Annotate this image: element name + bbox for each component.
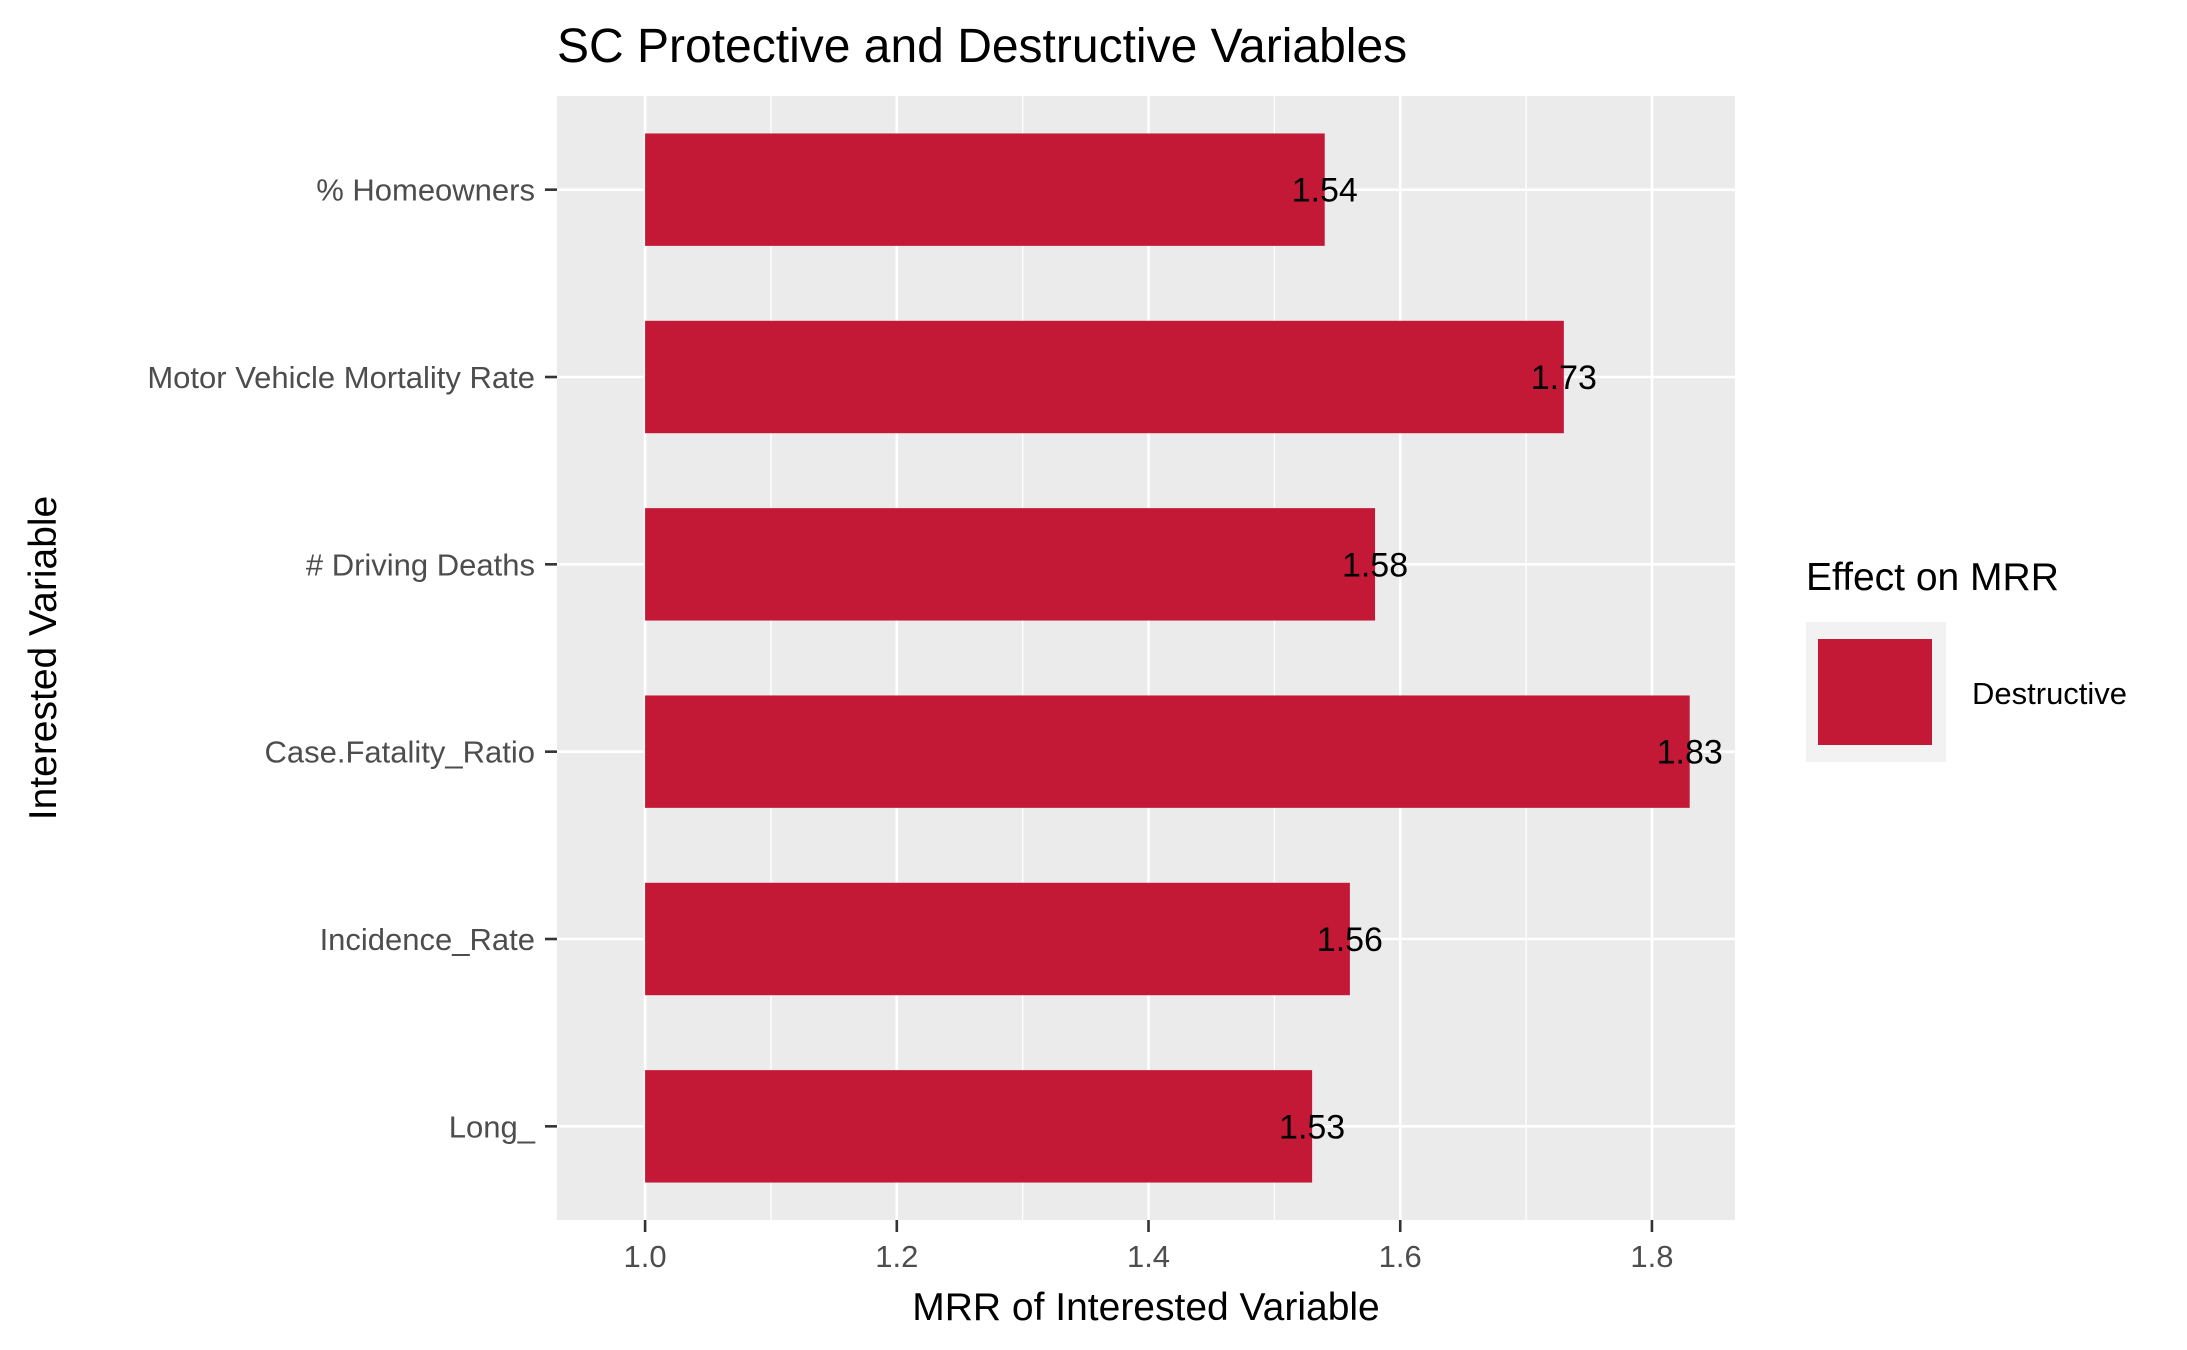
y-tick-label: Motor Vehicle Mortality Rate xyxy=(147,360,535,395)
y-tick-label: # Driving Deaths xyxy=(306,547,535,582)
data-label: 1.73 xyxy=(1531,359,1597,397)
x-tick-label: 1.2 xyxy=(875,1239,918,1274)
x-axis-title: MRR of Interested Variable xyxy=(912,1286,1380,1329)
data-labels: 1.54 1.73 1.58 1.83 1.56 1.53 xyxy=(1279,172,1723,1147)
bar xyxy=(645,1070,1313,1183)
bar xyxy=(645,695,1690,808)
legend-title: Effect on MRR xyxy=(1806,556,2059,599)
bar xyxy=(645,882,1350,996)
x-tick-label: 1.4 xyxy=(1127,1239,1170,1274)
x-axis: 1.0 1.2 1.4 1.6 1.8 xyxy=(624,1220,1673,1274)
y-tick-label: Incidence_Rate xyxy=(320,922,535,957)
y-tick-label: % Homeowners xyxy=(316,173,535,208)
data-label: 1.53 xyxy=(1279,1108,1345,1146)
chart-title: SC Protective and Destructive Variables xyxy=(557,20,1407,73)
y-tick-label: Case.Fatality_Ratio xyxy=(264,735,535,770)
y-axis: % Homeowners Motor Vehicle Mortality Rate… xyxy=(147,173,557,1144)
bar xyxy=(645,320,1564,434)
legend-swatch-destructive xyxy=(1818,639,1932,745)
y-tick-label: Long_ xyxy=(449,1109,536,1144)
legend: Effect on MRR Destructive xyxy=(1806,556,2127,762)
bar xyxy=(645,133,1325,246)
legend-label-destructive: Destructive xyxy=(1972,676,2127,711)
data-label: 1.83 xyxy=(1657,734,1723,772)
data-label: 1.54 xyxy=(1292,172,1358,210)
data-label: 1.58 xyxy=(1342,546,1408,584)
y-axis-title: Interested Variable xyxy=(22,496,65,820)
data-label: 1.56 xyxy=(1317,921,1383,959)
x-tick-label: 1.6 xyxy=(1379,1239,1422,1274)
x-tick-label: 1.0 xyxy=(624,1239,667,1274)
x-tick-label: 1.8 xyxy=(1630,1239,1673,1274)
bar xyxy=(645,508,1376,621)
bars xyxy=(645,133,1690,1183)
plot-panel xyxy=(557,96,1735,1220)
